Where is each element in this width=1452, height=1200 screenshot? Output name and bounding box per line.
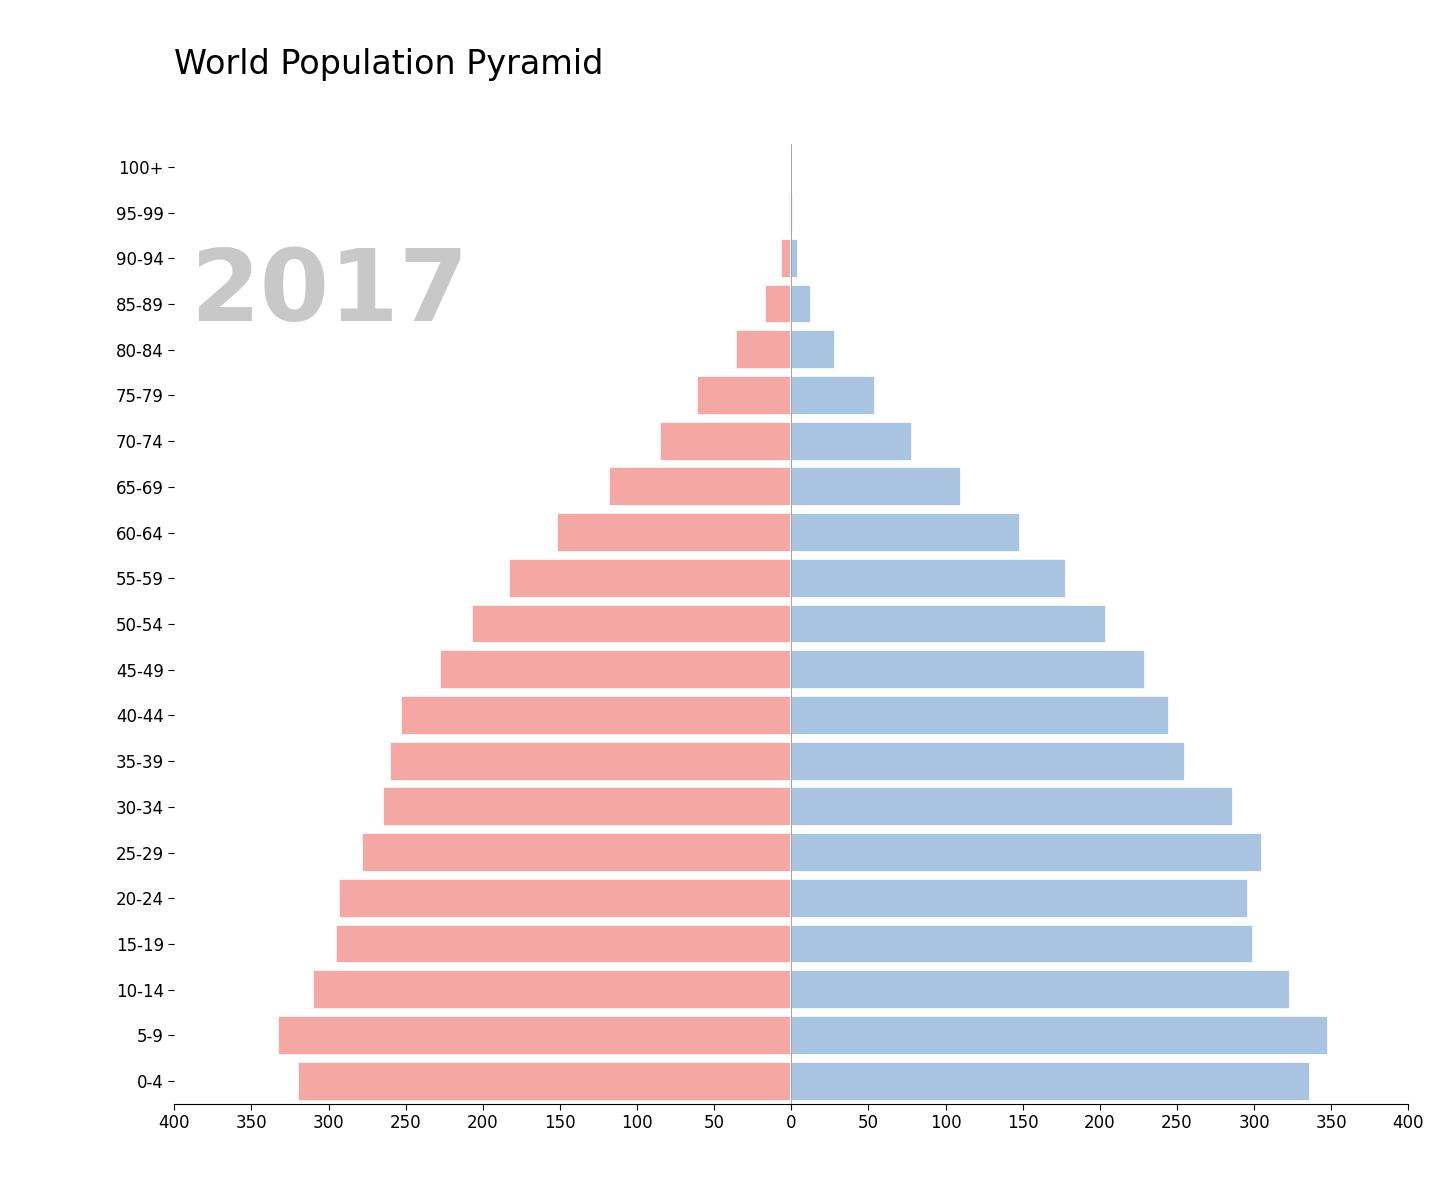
Bar — [781, 239, 791, 277]
Bar — [791, 559, 1066, 598]
Bar — [791, 605, 1106, 643]
Bar — [791, 971, 1289, 1009]
Bar — [791, 239, 799, 277]
Bar — [791, 376, 874, 415]
Bar — [791, 514, 1019, 552]
Bar — [277, 1016, 791, 1055]
Bar — [472, 605, 791, 643]
Bar — [791, 878, 1249, 918]
Bar — [363, 833, 791, 872]
Bar — [791, 284, 812, 324]
Bar — [340, 878, 791, 918]
Bar — [791, 787, 1233, 827]
Bar — [791, 468, 961, 506]
Bar — [391, 742, 791, 780]
Bar — [697, 376, 791, 415]
Bar — [661, 421, 791, 461]
Bar — [791, 833, 1262, 872]
Bar — [791, 1016, 1329, 1055]
Text: 2017: 2017 — [190, 246, 468, 342]
Bar — [791, 421, 912, 461]
Bar — [736, 330, 791, 370]
Bar — [791, 330, 835, 370]
Bar — [791, 1062, 1310, 1100]
Bar — [791, 742, 1185, 780]
Bar — [314, 971, 791, 1009]
Bar — [791, 193, 793, 232]
Bar — [337, 924, 791, 964]
Bar — [791, 696, 1169, 734]
Bar — [440, 650, 791, 689]
Bar — [610, 468, 791, 506]
Bar — [298, 1062, 791, 1100]
Bar — [382, 787, 791, 827]
Bar — [788, 193, 791, 232]
Bar — [765, 284, 791, 324]
Bar — [791, 650, 1144, 689]
Bar — [791, 924, 1253, 964]
Bar — [510, 559, 791, 598]
Bar — [558, 514, 791, 552]
Text: World Population Pyramid: World Population Pyramid — [174, 48, 604, 80]
Bar — [401, 696, 791, 734]
